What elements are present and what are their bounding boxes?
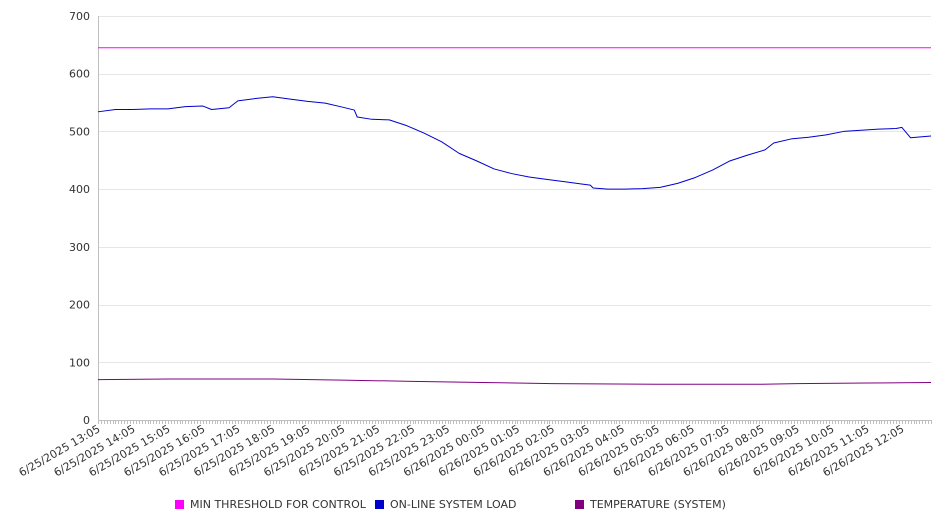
legend: MIN THRESHOLD FOR CONTROL ON-LINE SYSTEM… xyxy=(0,498,946,514)
y-tick-labels: 0 100 200 300 400 500 600 700 xyxy=(69,10,90,427)
y-tick-label: 400 xyxy=(69,183,90,196)
y-tick-label: 500 xyxy=(69,125,90,138)
axes xyxy=(98,16,932,424)
series-line-3 xyxy=(97,378,932,385)
legend-label: TEMPERATURE (SYSTEM) xyxy=(590,498,726,511)
legend-swatch-blue xyxy=(375,500,384,509)
y-tick-label: 0 xyxy=(83,414,90,427)
x-tick-labels: 6/25/2025 13:056/25/2025 14:056/25/2025 … xyxy=(17,422,907,479)
gridlines xyxy=(98,16,931,363)
legend-swatch-purple xyxy=(575,500,584,509)
legend-swatch-magenta xyxy=(175,500,184,509)
y-tick-label: 200 xyxy=(69,299,90,312)
y-tick-label: 700 xyxy=(69,10,90,23)
legend-label: MIN THRESHOLD FOR CONTROL xyxy=(190,498,366,511)
legend-item-temperature[interactable]: TEMPERATURE (SYSTEM) xyxy=(575,498,726,511)
legend-label: ON-LINE SYSTEM LOAD xyxy=(390,498,517,511)
legend-item-system-load[interactable]: ON-LINE SYSTEM LOAD xyxy=(375,498,516,511)
y-tick-label: 100 xyxy=(69,356,90,369)
series-lines xyxy=(97,47,932,385)
y-tick-label: 300 xyxy=(69,241,90,254)
series-line-2 xyxy=(97,96,932,190)
legend-item-min-threshold[interactable]: MIN THRESHOLD FOR CONTROL xyxy=(175,498,366,511)
y-tick-label: 600 xyxy=(69,68,90,81)
